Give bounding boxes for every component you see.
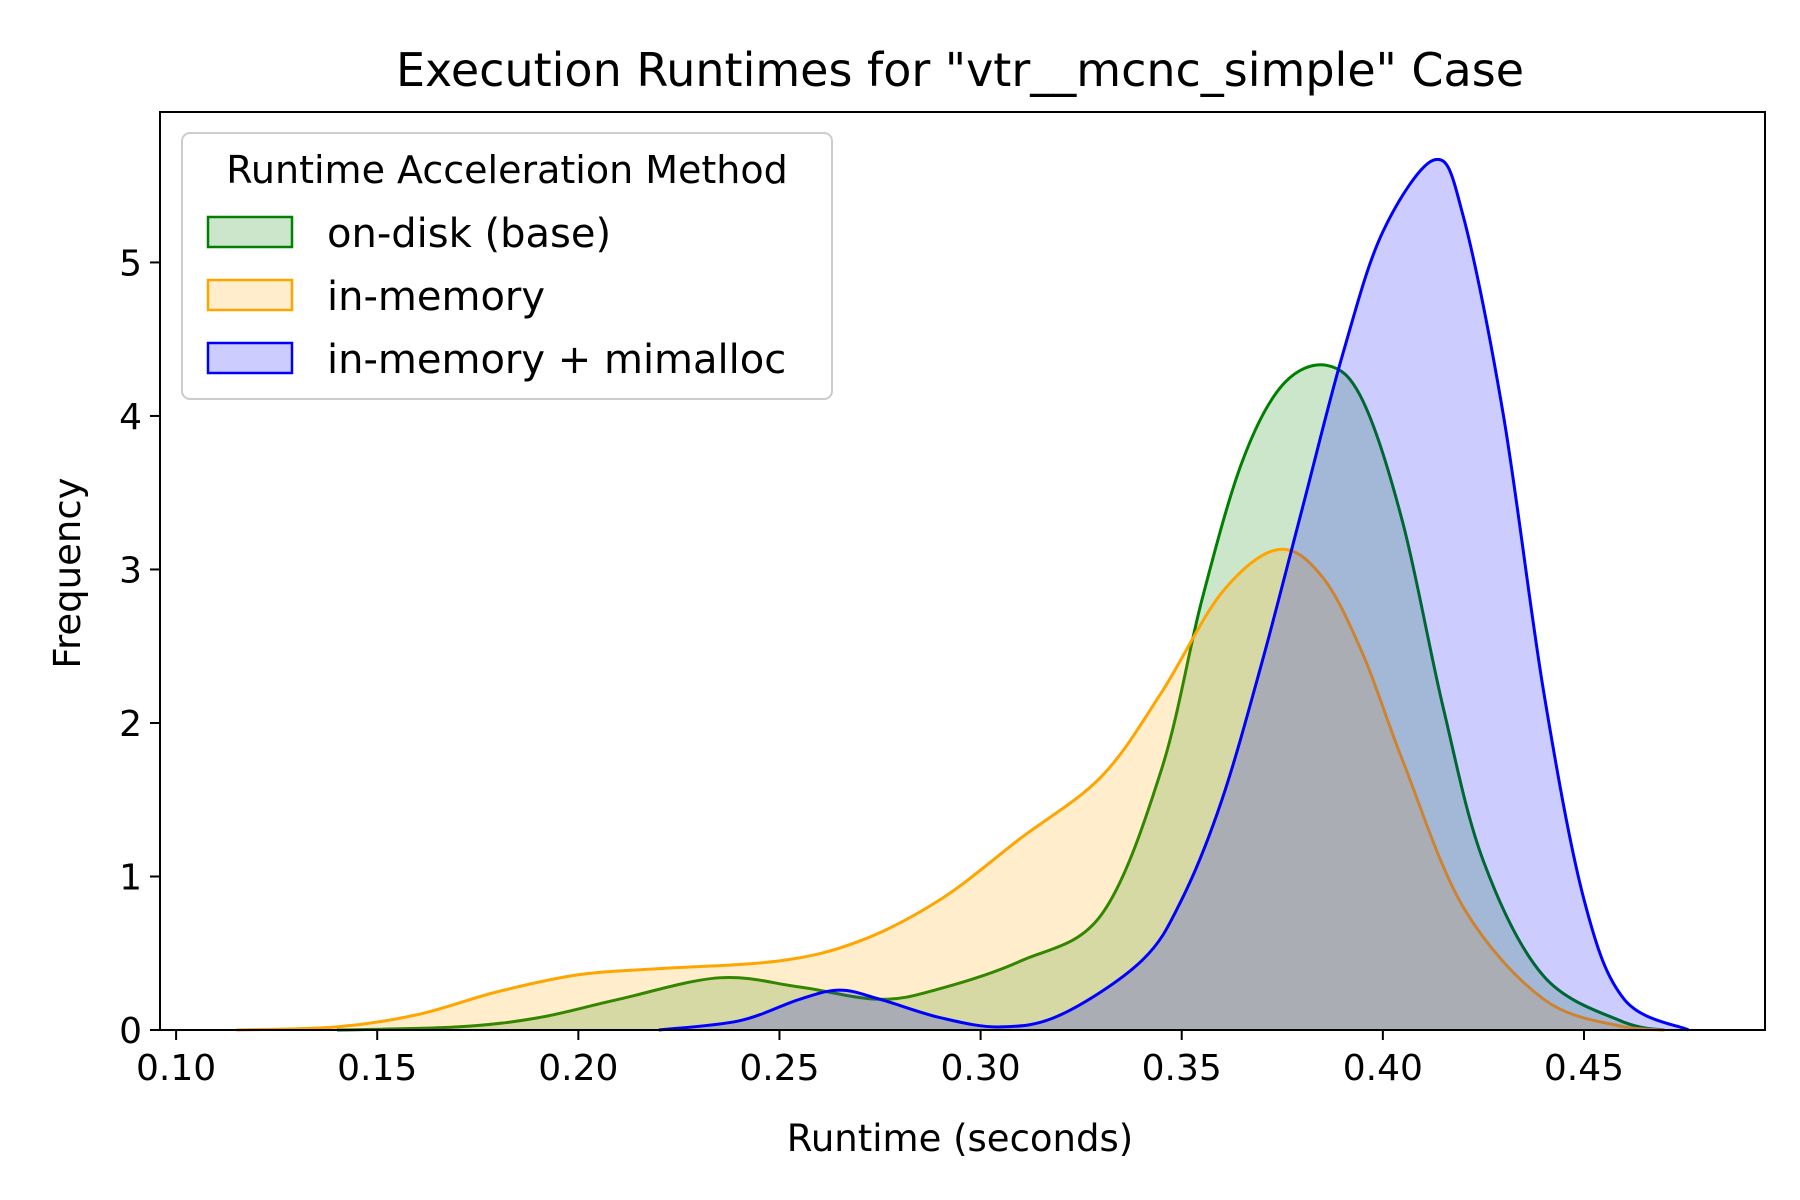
series-area-1 — [336, 364, 1665, 1030]
legend-label: in-memory + mimalloc — [327, 337, 786, 383]
x-tick-label: 0.15 — [337, 1048, 417, 1089]
legend-swatch — [206, 341, 294, 375]
x-tick-label: 0.25 — [739, 1048, 819, 1089]
legend-title: Runtime Acceleration Method — [226, 148, 788, 192]
series-area-3 — [658, 159, 1689, 1030]
legend-label: in-memory — [327, 274, 545, 320]
x-tick-label: 0.40 — [1343, 1048, 1423, 1089]
x-tick-label: 0.45 — [1544, 1048, 1624, 1089]
plot-frame — [159, 111, 1766, 1031]
x-tick-label: 0.10 — [136, 1048, 216, 1089]
y-axis-title: Frequency — [46, 477, 89, 668]
x-tick-label: 0.30 — [941, 1048, 1021, 1089]
series-area-2 — [236, 549, 1665, 1030]
series-2 — [236, 547, 1665, 1032]
legend-swatch — [206, 215, 294, 249]
legend-label: on-disk (base) — [327, 211, 611, 257]
legend: Runtime Acceleration Method on-disk (base… — [181, 132, 833, 400]
series-line-1 — [336, 363, 1665, 1032]
x-tick-label: 0.35 — [1142, 1048, 1222, 1089]
x-axis: 0.10 0.15 0.20 0.25 0.30 0.35 0.40 0.45 — [136, 1030, 1624, 1089]
legend-item-3: in-memory + mimalloc — [206, 337, 786, 383]
legend-item-1: on-disk (base) — [206, 211, 611, 257]
x-tick-label: 0.20 — [538, 1048, 618, 1089]
y-axis: 0 1 2 3 4 5 — [119, 243, 160, 1052]
legend-box — [181, 132, 833, 400]
series-3 — [658, 157, 1690, 1032]
x-axis-title: Runtime (seconds) — [787, 1117, 1133, 1160]
y-tick-label: 0 — [119, 1011, 142, 1052]
legend-item-2: in-memory — [206, 274, 545, 320]
y-tick-label: 2 — [119, 704, 142, 745]
y-tick-label: 5 — [119, 243, 142, 284]
series-1 — [336, 363, 1665, 1032]
y-tick-label: 1 — [119, 857, 142, 898]
y-tick-label: 3 — [119, 550, 142, 591]
series-line-2 — [236, 547, 1665, 1032]
series-line-3 — [658, 157, 1690, 1032]
legend-swatch — [206, 278, 294, 312]
series-layer — [236, 157, 1690, 1032]
chart-title: Execution Runtimes for "vtr__mcnc_simple… — [396, 43, 1524, 97]
y-tick-label: 4 — [119, 397, 142, 438]
